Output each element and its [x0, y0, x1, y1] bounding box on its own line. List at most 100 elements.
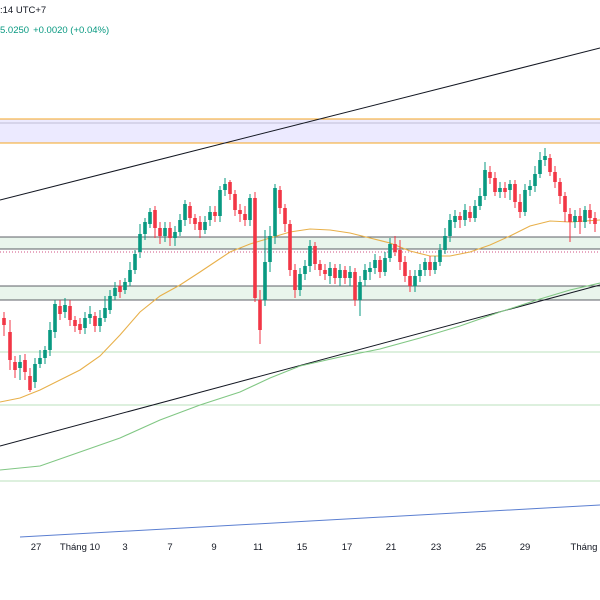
- candle-body: [388, 244, 392, 258]
- candle-body: [463, 210, 467, 220]
- candle-body: [473, 206, 477, 218]
- candle-body: [98, 318, 102, 326]
- candle-body: [2, 318, 6, 325]
- price-change: +0.0020 (+0.04%): [33, 25, 110, 36]
- candle-body: [363, 270, 367, 280]
- candle-body: [238, 210, 242, 214]
- candle-body: [258, 300, 262, 330]
- candle-body: [398, 250, 402, 262]
- candle-body: [268, 236, 272, 262]
- candle-body: [453, 216, 457, 222]
- candle-body: [368, 268, 372, 272]
- candle-body: [303, 266, 307, 274]
- candle-body: [523, 190, 527, 212]
- candle-body: [28, 376, 32, 390]
- candle-body: [143, 222, 147, 234]
- candle-body: [198, 222, 202, 230]
- candle-body: [203, 222, 207, 230]
- candle-body: [483, 170, 487, 196]
- candle-body: [553, 172, 557, 182]
- x-tick: 15: [296, 542, 308, 553]
- candle-body: [358, 282, 362, 300]
- candle-body: [8, 332, 12, 360]
- candle-body: [263, 262, 267, 300]
- blue-trend-line: [19, 504, 600, 538]
- candle-body: [493, 178, 497, 192]
- candle-body: [63, 305, 67, 312]
- x-tick: 9: [211, 542, 217, 553]
- channel-upper-line: [0, 47, 600, 201]
- candle-body: [278, 190, 282, 208]
- candle-body: [248, 198, 252, 220]
- candle-body: [443, 236, 447, 250]
- candle-body: [498, 188, 502, 192]
- candle-body: [318, 264, 322, 270]
- candle-body: [298, 274, 302, 290]
- candle-body: [43, 350, 47, 358]
- candle-body: [518, 202, 522, 212]
- candle-body: [168, 228, 172, 238]
- candle-body: [383, 258, 387, 272]
- candle-body: [413, 276, 417, 286]
- candle-body: [528, 186, 532, 190]
- candle-body: [573, 216, 577, 222]
- candle-body: [538, 160, 542, 174]
- candle-body: [163, 228, 167, 236]
- candle-body: [128, 270, 132, 282]
- candle-body: [438, 250, 442, 262]
- candle-body: [488, 172, 492, 178]
- candle-body: [333, 268, 337, 278]
- candle-body: [408, 276, 412, 286]
- candle-body: [53, 304, 57, 332]
- candle-body: [353, 272, 357, 300]
- moving-average-long: [0, 282, 600, 471]
- candle-body: [283, 208, 287, 224]
- candle-body: [513, 184, 517, 202]
- candle-body: [233, 194, 237, 210]
- candle-body: [558, 182, 562, 196]
- x-tick: 3: [122, 542, 128, 553]
- candle-body: [178, 220, 182, 232]
- candle-body: [313, 246, 317, 264]
- x-tick: 7: [167, 542, 173, 553]
- candle-body: [433, 262, 437, 270]
- time-axis[interactable]: 27 Tháng 10 3 7 9 11 15 17 21 23 25 29 T…: [0, 540, 600, 600]
- x-tick: 23: [430, 542, 442, 553]
- x-tick: 27: [30, 542, 42, 553]
- candle-body: [373, 260, 377, 268]
- candle-body: [458, 216, 462, 220]
- last-price: 5.0250: [0, 25, 30, 36]
- candle-body: [323, 270, 327, 274]
- candle-body: [228, 182, 232, 194]
- candle-body: [58, 306, 62, 314]
- candle-body: [503, 188, 507, 192]
- candle-body: [13, 362, 17, 370]
- x-tick: Tháng 10: [59, 542, 101, 553]
- candle-body: [548, 158, 552, 172]
- x-tick: 17: [341, 542, 353, 553]
- x-tick: 21: [385, 542, 397, 553]
- candle-body: [103, 308, 107, 318]
- candle-body: [403, 262, 407, 276]
- candle-body: [33, 364, 37, 382]
- candle-body: [578, 216, 582, 222]
- chart-header-price: 5.0250 +0.0020 (+0.04%): [0, 25, 113, 36]
- candle-body: [378, 260, 382, 272]
- support-zone-upper: [0, 237, 600, 249]
- candle-body: [588, 210, 592, 218]
- resistance-band: [0, 119, 600, 143]
- candle-body: [583, 210, 587, 222]
- candle-body: [448, 220, 452, 236]
- chart-area[interactable]: :14 UTC+7 5.0250 +0.0020 (+0.04%): [0, 0, 600, 540]
- candle-body: [428, 262, 432, 270]
- candle-body: [113, 288, 117, 296]
- candle-body: [568, 214, 572, 222]
- price-chart[interactable]: [0, 0, 600, 540]
- candle-body: [153, 210, 157, 228]
- candle-body: [18, 362, 22, 368]
- candle-body: [213, 212, 217, 216]
- candle-body: [533, 174, 537, 186]
- candle-body: [253, 198, 257, 298]
- candle-body: [273, 188, 277, 236]
- candle-body: [83, 318, 87, 328]
